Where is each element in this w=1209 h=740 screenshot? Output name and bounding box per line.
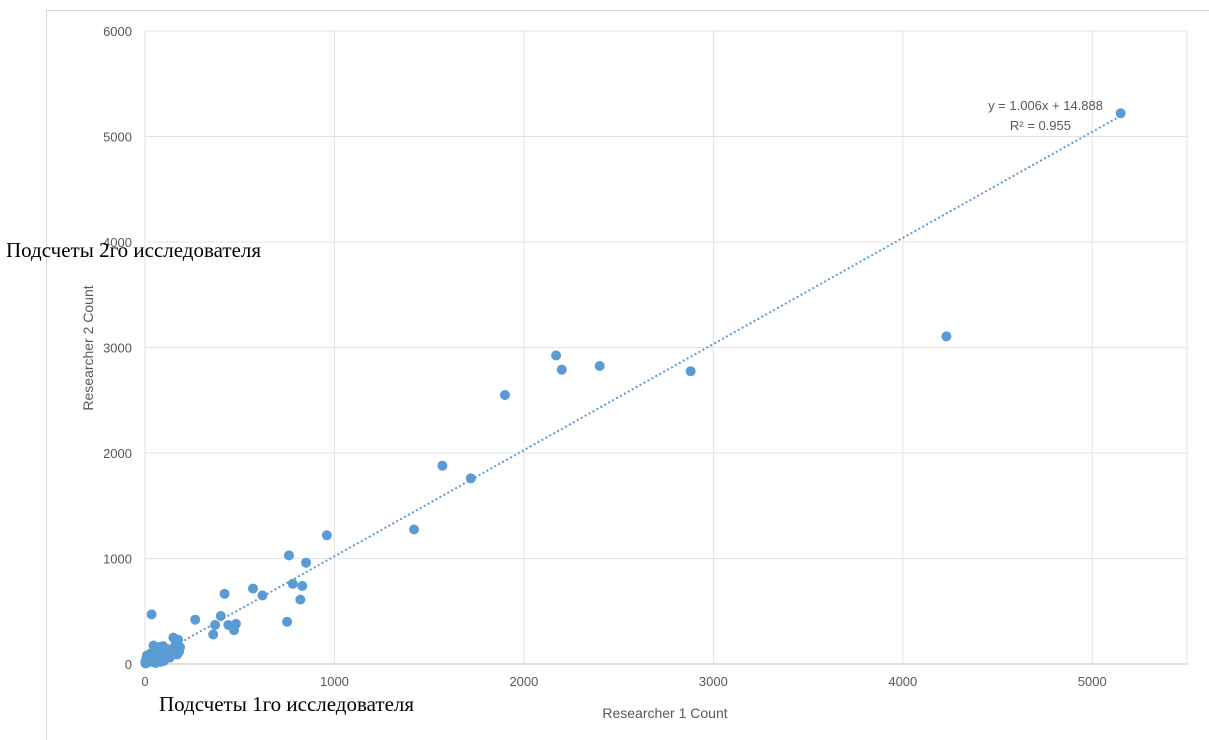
y-tick-label: 1000 (103, 552, 132, 567)
data-point (437, 460, 448, 471)
data-point (1115, 108, 1126, 119)
x-axis-russian-label: Подсчеты 1го исследователя (159, 692, 415, 716)
data-point (168, 632, 179, 643)
y-tick-label: 5000 (103, 130, 132, 145)
data-point (257, 590, 268, 601)
y-tick-label: 4000 (103, 235, 132, 250)
data-point (208, 629, 219, 640)
trendline-r2: R² = 0.955 (1010, 118, 1071, 133)
x-tick-label: 1000 (320, 674, 349, 689)
data-point (148, 640, 159, 651)
data-point (301, 557, 312, 568)
data-point (282, 616, 293, 627)
data-point (321, 530, 332, 541)
data-point (465, 473, 476, 484)
data-point (594, 360, 605, 371)
data-point (297, 580, 308, 591)
data-point (140, 656, 151, 667)
trendline-layer (144, 114, 1122, 664)
x-tick-label: 2000 (509, 674, 538, 689)
data-point (247, 583, 258, 594)
y-tick-label: 2000 (103, 446, 132, 461)
y-axis-title: Researcher 2 Count (80, 285, 96, 410)
data-point (210, 619, 221, 630)
data-point (941, 331, 952, 342)
data-point (215, 610, 226, 621)
data-point (685, 366, 696, 377)
data-point (146, 609, 157, 620)
trendline (144, 114, 1122, 664)
data-point (190, 614, 201, 625)
y-axis-russian-label: Подсчеты 2го исследователя (6, 238, 262, 262)
data-point (499, 389, 510, 400)
data-point (283, 550, 294, 561)
data-point (295, 594, 306, 605)
x-axis-title: Researcher 1 Count (602, 705, 727, 721)
data-point (287, 578, 298, 589)
x-tick-label: 3000 (699, 674, 728, 689)
x-tick-label: 4000 (888, 674, 917, 689)
grid-layer (144, 30, 1188, 665)
x-tick-label: 0 (141, 674, 148, 689)
y-tick-label: 3000 (103, 341, 132, 356)
x-tick-label: 5000 (1078, 674, 1107, 689)
y-tick-label: 6000 (103, 24, 132, 39)
points-layer (140, 108, 1126, 669)
y-tick-label: 0 (125, 657, 132, 672)
data-point (409, 524, 420, 535)
trendline-equation: y = 1.006x + 14.888 (988, 98, 1103, 113)
data-point (551, 350, 562, 361)
data-point (219, 588, 230, 599)
chart-frame (46, 10, 1209, 740)
data-point (556, 364, 567, 375)
axis-layer: 0 1000 2000 3000 4000 5000 0 1000 2000 3000 4000 50… (103, 24, 1107, 689)
data-point (223, 619, 234, 630)
